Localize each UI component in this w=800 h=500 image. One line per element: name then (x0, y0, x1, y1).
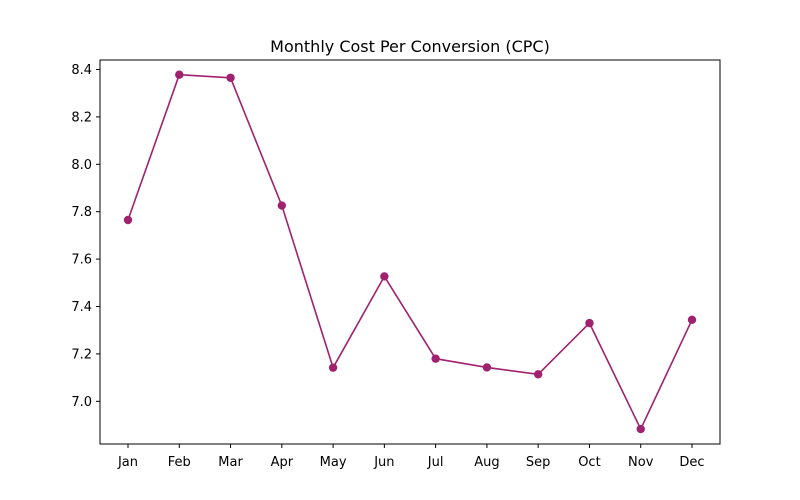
data-point (687, 315, 697, 324)
data-point (636, 424, 645, 434)
data-point (431, 354, 440, 363)
x-tick-label: Jul (427, 455, 444, 470)
y-tick-label: 7.8 (71, 205, 92, 220)
x-tick-label: May (320, 455, 347, 470)
y-tick-label: 8.4 (71, 63, 92, 78)
data-point (277, 201, 287, 210)
plot-frame (99, 59, 721, 445)
x-tick-label: Mar (218, 455, 243, 470)
data-point (380, 272, 389, 281)
x-tick-label: Oct (578, 455, 600, 470)
x-tick-label: Jun (373, 455, 394, 470)
series-line (127, 73, 693, 430)
data-point (123, 215, 133, 225)
y-tick-label: 7.2 (71, 347, 92, 362)
x-tick-label: Feb (168, 455, 191, 470)
y-tick-label: 7.0 (71, 395, 92, 410)
x-tick-label: Jan (117, 455, 138, 470)
y-tick-label: 8.2 (71, 110, 92, 125)
x-tick-label: Apr (271, 455, 294, 470)
chart-title: Monthly Cost Per Conversion (CPC) (270, 37, 550, 56)
y-tick-label: 8.0 (71, 158, 92, 173)
data-point (226, 73, 235, 82)
data-point (175, 70, 184, 79)
plot-area: 7.0 7.2 7.4 7.6 7.8 8.0 8.2 8.4 Jan Feb Mar Apr May J… (71, 59, 721, 470)
data-point (585, 318, 594, 328)
data-point (533, 370, 543, 379)
x-tick-label: Nov (628, 455, 654, 470)
y-tick-label: 7.6 (71, 253, 92, 268)
x-tick-label: Dec (679, 455, 704, 470)
x-tick-label: Aug (474, 455, 499, 470)
x-tick-label: Sep (526, 455, 551, 470)
data-point (328, 363, 338, 372)
data-point (482, 363, 492, 372)
y-tick-label: 7.4 (71, 300, 92, 315)
